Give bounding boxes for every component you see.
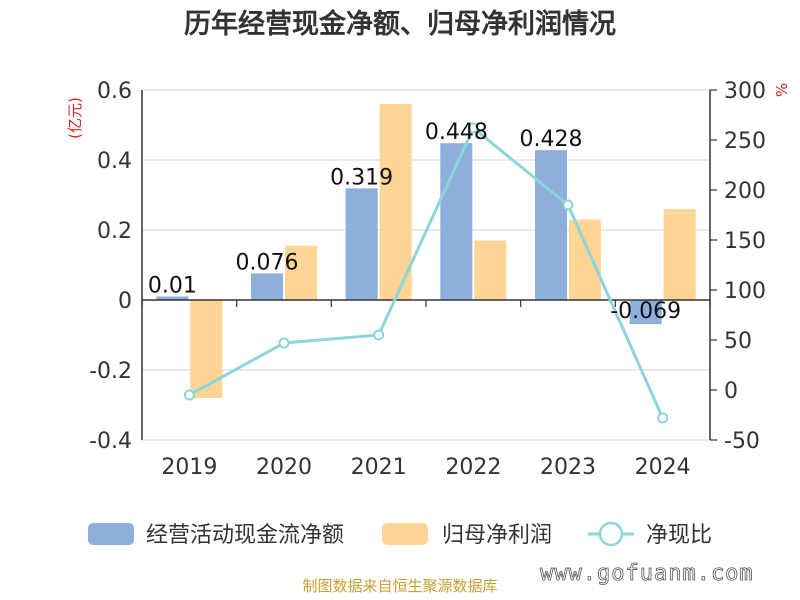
right-tick-label: -50 [724,429,760,454]
data-label: -0.069 [610,299,681,324]
source-note: 制图数据来自恒生聚源数据库 [302,577,497,595]
legend: 经营活动现金流净额 归母净利润 净现比 [88,521,712,548]
bar-cash-flow [535,150,567,300]
ratio-point [657,412,669,424]
right-tick-label: 100 [724,279,766,304]
data-labels: 0.01 0.076 0.319 0.448 0.428 -0.069 [148,120,681,324]
axes [141,89,717,441]
bar-net-profit [285,245,317,300]
bar-cash-flow [629,300,662,325]
ratio-line-path [188,125,665,419]
legend-label-ratio: 净现比 [646,523,712,548]
ratio-point [373,329,385,341]
data-label: 0.319 [330,165,393,190]
legend-swatch-cash-flow [88,523,134,545]
x-tick-label: 2024 [635,455,691,480]
x-tick-label: 2020 [256,455,312,480]
legend-label-cash-flow: 经营活动现金流净额 [146,523,344,548]
left-axis-unit: (亿元) [66,97,84,139]
legend-swatch-ratio-marker [598,521,624,547]
bar-net-profit [474,240,507,300]
data-label: 0.01 [148,274,197,299]
ratio-line [183,122,669,424]
watermark: www.gofuanm.com [540,561,754,586]
x-tick-label: 2023 [540,455,596,480]
x-tick-label: 2019 [161,455,217,480]
bar-cash-flow [345,188,378,300]
bar-net-profit [190,300,223,398]
left-tick-label: 0.2 [97,219,132,244]
left-tick-label: 0.6 [97,79,132,104]
chart-title: 历年经营现金净额、归母净利润情况 [184,8,616,40]
data-label: 0.076 [236,250,299,275]
right-tick-label: 250 [724,129,766,154]
right-tick-label: 300 [724,79,766,104]
legend-label-net-profit: 归母净利润 [442,523,552,548]
x-tick-label: 2021 [351,455,407,480]
right-tick-label: 200 [724,179,766,204]
bar-cash-flow [251,273,283,300]
left-tick-label: 0.4 [97,149,132,174]
right-tick-label: 0 [724,379,738,404]
bar-net-profit [569,219,601,300]
ratio-point [562,199,574,211]
right-tick-label: 50 [724,329,752,354]
ratio-point [467,122,479,134]
left-tick-label: 0 [118,289,132,314]
bar-cash-flow [440,143,473,300]
data-label: 0.428 [520,127,583,152]
x-tick-label: 2022 [445,455,501,480]
data-label: 0.448 [425,120,488,145]
ratio-point [183,389,195,401]
bar-net-profit [379,104,412,300]
tick-labels: -0.4 -0.2 0 0.2 0.4 0.6 -50 0 50 100 150 200 250 300 2… [89,79,766,480]
legend-swatch-net-profit [382,523,428,545]
left-tick-label: -0.2 [89,359,132,384]
right-axis-unit: % [773,83,791,97]
left-tick-label: -0.4 [89,429,132,454]
right-tick-label: 150 [724,229,766,254]
bar-cash-flow [156,296,189,300]
ratio-point [278,337,290,349]
bar-net-profit [663,209,696,300]
bars [156,104,696,398]
